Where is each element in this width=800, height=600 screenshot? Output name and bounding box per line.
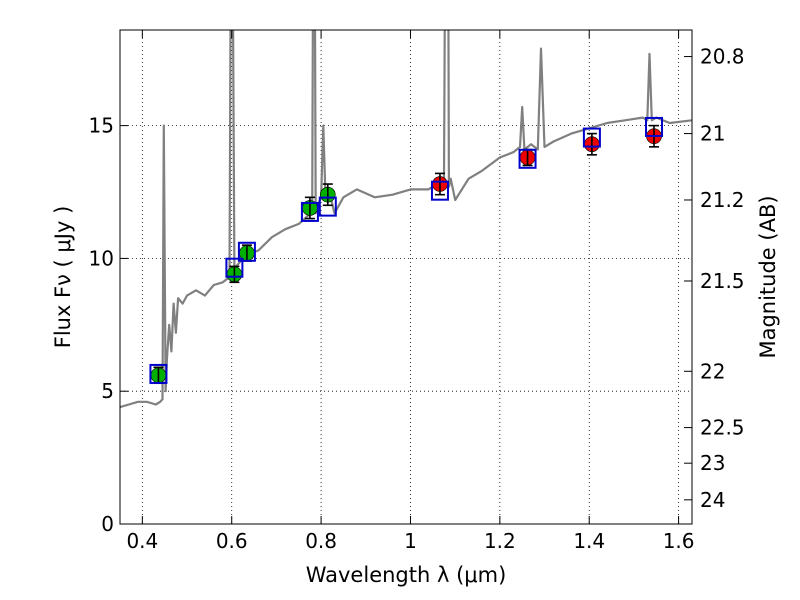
x-tick-label: 0.4 xyxy=(126,529,158,553)
x-tick-label: 1.6 xyxy=(663,529,695,553)
y-tick-label: 10 xyxy=(89,246,114,270)
x-tick-label: 0.6 xyxy=(216,529,248,553)
model-marker xyxy=(518,148,537,169)
x-tick-label: 0.8 xyxy=(305,529,337,553)
right-tick-label: 21.2 xyxy=(700,188,745,212)
model-marker xyxy=(237,241,256,262)
x-tick-label: 1 xyxy=(404,529,417,553)
plot-frame xyxy=(119,29,693,525)
y-axis-ticks: 0 5 10 15 xyxy=(89,114,128,536)
model-marker xyxy=(149,363,168,384)
right-axis-label: Magnitude (AB) xyxy=(756,195,780,358)
model-marker xyxy=(582,127,601,148)
model-marker xyxy=(430,180,449,201)
right-tick-label: 24 xyxy=(700,488,725,512)
model-marker xyxy=(225,257,244,278)
y-axis-label: Flux Fν ( μJy ) xyxy=(51,206,75,349)
model-marker xyxy=(300,201,319,222)
plot-area xyxy=(120,30,692,524)
right-tick-label: 21.5 xyxy=(700,269,745,293)
x-axis-label: Wavelength λ (μm) xyxy=(306,563,507,587)
right-tick-label: 23 xyxy=(700,451,725,475)
y-tick-label: 15 xyxy=(89,114,114,138)
x-tick-label: 1.4 xyxy=(573,529,605,553)
right-tick-label: 20.8 xyxy=(700,45,745,69)
x-axis-ticks: 0.4 0.6 0.8 1 1.2 1.4 1.6 xyxy=(126,30,695,553)
y-tick-label: 0 xyxy=(101,512,114,536)
right-tick-label: 21 xyxy=(700,122,725,146)
model-marker xyxy=(645,116,664,137)
y-tick-label: 5 xyxy=(101,379,114,403)
right-tick-label: 22 xyxy=(700,359,725,383)
right-axis-ticks: 20.8 21 21.2 21.5 22 22.5 23 24 xyxy=(684,45,745,512)
model-marker xyxy=(318,196,337,217)
x-tick-label: 1.2 xyxy=(484,529,516,553)
points-layer xyxy=(149,116,664,385)
right-tick-label: 22.5 xyxy=(700,416,745,440)
